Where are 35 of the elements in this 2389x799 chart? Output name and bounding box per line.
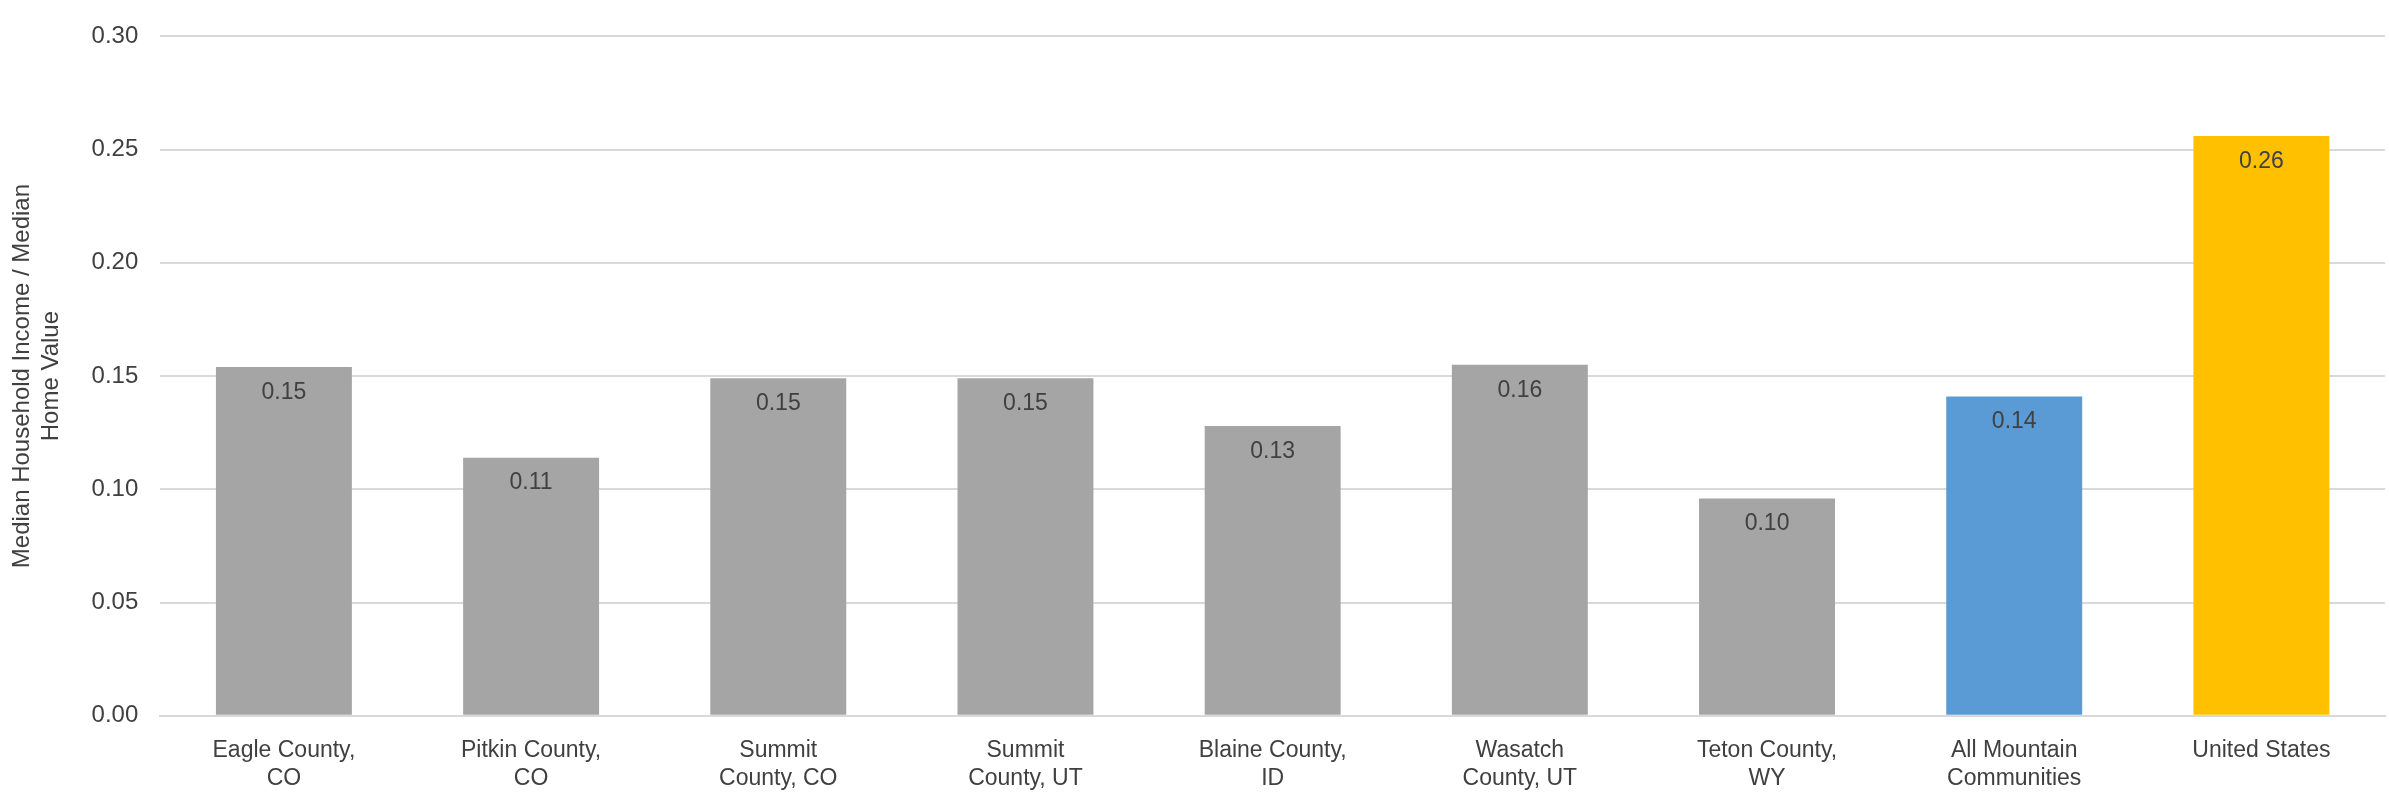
y-tick-label: 0.25 [91, 134, 139, 162]
x-tick-label: Wasatch County, UT [1462, 735, 1578, 790]
data-label: 0.15 [755, 389, 801, 416]
y-tick-label: 0.30 [91, 21, 139, 49]
bar [215, 367, 352, 715]
y-tick-label: 0.00 [91, 700, 139, 728]
bar [2193, 136, 2330, 715]
x-tick-label: Teton County, WY [1696, 735, 1838, 790]
data-label: 0.14 [1991, 407, 2037, 434]
data-label: 0.15 [261, 377, 307, 404]
data-label: 0.10 [1744, 509, 1790, 536]
x-tick-label: All Mountain Communities [1947, 735, 2082, 790]
x-tick-label: Eagle County, CO [212, 735, 356, 790]
bar [957, 378, 1094, 715]
y-tick-label: 0.05 [91, 587, 139, 615]
data-label: 0.15 [1003, 389, 1048, 416]
bar [710, 378, 847, 715]
y-tick-label: 0.15 [91, 360, 139, 388]
y-tick-label: 0.20 [91, 247, 139, 275]
data-label: 0.11 [509, 468, 553, 495]
bar [1946, 396, 2083, 715]
x-tick-label: Summit County, CO [719, 735, 838, 790]
x-tick-label: Blaine County, ID [1198, 735, 1347, 790]
y-axis-title: Median Household Income / Median Home Value [7, 183, 63, 569]
bar [1451, 364, 1588, 715]
x-tick-label: Summit County, UT [968, 735, 1083, 790]
data-label: 0.13 [1250, 436, 1296, 463]
bar [1699, 498, 1836, 715]
data-label: 0.16 [1497, 375, 1543, 402]
x-tick-label: United States [2192, 735, 2331, 762]
data-label: 0.26 [2239, 146, 2284, 173]
bar [1204, 425, 1341, 715]
y-tick-label: 0.10 [91, 473, 139, 501]
bar [463, 457, 600, 715]
x-tick-label: Pitkin County, CO [460, 735, 602, 790]
